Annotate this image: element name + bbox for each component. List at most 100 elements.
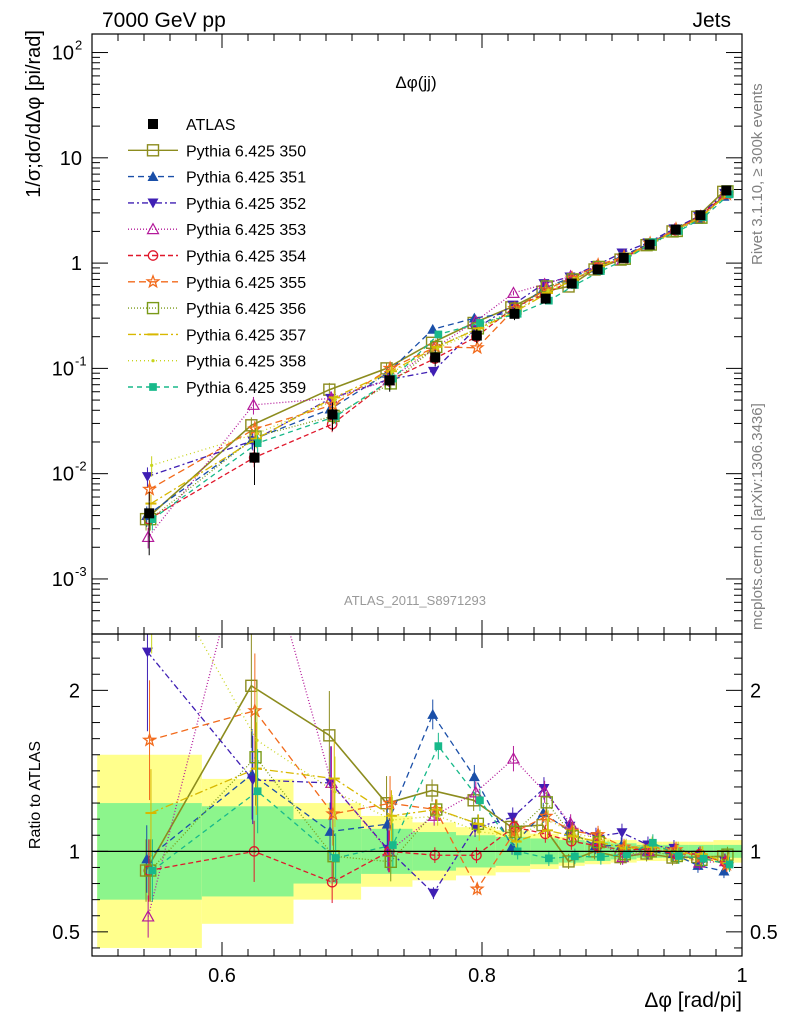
series-ratio-359 bbox=[148, 732, 734, 902]
data-marker bbox=[425, 336, 439, 349]
data-marker bbox=[146, 222, 160, 235]
data-marker bbox=[538, 808, 554, 823]
data-marker bbox=[725, 860, 734, 869]
data-marker bbox=[141, 909, 155, 922]
data-marker bbox=[562, 855, 575, 868]
ratio-tick-label-left: 1 bbox=[69, 841, 80, 863]
data-marker bbox=[546, 818, 550, 822]
legend-entry-358: Pythia 6.425 358 bbox=[128, 354, 306, 371]
atlas-point bbox=[540, 293, 551, 304]
legend-label: Pythia 6.425 350 bbox=[186, 143, 306, 160]
data-marker bbox=[384, 855, 397, 869]
legend-entry-355: Pythia 6.425 355 bbox=[128, 273, 306, 292]
data-marker bbox=[598, 836, 602, 840]
ratio-axis-label: Ratio to ATLAS bbox=[27, 741, 44, 849]
atlas-point bbox=[695, 210, 706, 221]
data-marker bbox=[471, 849, 482, 861]
ratio-tick-label-right: 1 bbox=[750, 841, 761, 863]
x-tick-label: 0.6 bbox=[208, 965, 236, 987]
data-marker bbox=[141, 472, 153, 482]
data-marker bbox=[390, 818, 394, 822]
series-line bbox=[152, 744, 730, 872]
atlas-data bbox=[144, 185, 732, 556]
ratio-panel-series bbox=[139, 497, 735, 938]
mcplots-label: mcplots.cern.ch [arXiv:1306.3436] bbox=[749, 403, 766, 630]
y-tick-label: 1 bbox=[71, 253, 82, 275]
data-marker bbox=[141, 530, 155, 543]
data-marker bbox=[469, 881, 485, 896]
data-marker bbox=[436, 814, 440, 818]
data-marker bbox=[145, 273, 161, 289]
series-line bbox=[151, 192, 730, 466]
data-marker bbox=[245, 679, 258, 693]
y-tick-label: 10 bbox=[52, 569, 74, 591]
data-marker bbox=[436, 346, 440, 350]
data-marker bbox=[718, 865, 730, 876]
data-marker bbox=[506, 751, 520, 764]
data-marker bbox=[571, 852, 579, 861]
legend-label: ATLAS bbox=[186, 117, 236, 134]
data-marker bbox=[150, 551, 153, 554]
y-tick-label: 10 bbox=[52, 43, 74, 65]
data-marker bbox=[141, 481, 158, 496]
y-tick-label: 10 bbox=[60, 148, 82, 170]
legend-entry-atlas: ATLAS bbox=[148, 117, 236, 134]
atlas-point bbox=[592, 264, 603, 275]
data-marker bbox=[506, 286, 520, 299]
legend-label: Pythia 6.425 358 bbox=[186, 354, 306, 371]
data-marker bbox=[249, 751, 262, 764]
data-marker bbox=[253, 787, 262, 796]
atlas-point bbox=[509, 308, 520, 319]
series-line bbox=[146, 713, 725, 872]
data-marker bbox=[572, 832, 576, 836]
data-marker bbox=[469, 339, 485, 355]
legend-label: Pythia 6.425 359 bbox=[186, 380, 306, 397]
data-marker bbox=[253, 439, 262, 447]
atlas-point bbox=[670, 224, 681, 235]
data-marker bbox=[476, 796, 484, 805]
data-marker bbox=[545, 854, 553, 863]
data-marker bbox=[427, 708, 439, 719]
legend-entry-350: Pythia 6.425 350 bbox=[128, 143, 306, 160]
legend-entry-356: Pythia 6.425 356 bbox=[128, 301, 306, 318]
data-marker bbox=[434, 742, 443, 750]
data-marker bbox=[323, 729, 336, 742]
data-marker bbox=[255, 738, 259, 742]
data-marker bbox=[147, 250, 159, 261]
atlas-point bbox=[566, 278, 577, 289]
data-marker bbox=[325, 805, 341, 821]
legend-label: Pythia 6.425 355 bbox=[186, 275, 306, 292]
data-marker bbox=[468, 771, 480, 782]
data-marker bbox=[675, 852, 683, 860]
data-marker bbox=[141, 732, 158, 747]
data-marker bbox=[597, 853, 605, 861]
x-axis-label: Δφ [rad/pi] bbox=[644, 989, 742, 1012]
legend-label: Pythia 6.425 351 bbox=[186, 170, 306, 187]
data-marker bbox=[429, 849, 441, 861]
data-marker bbox=[248, 497, 259, 507]
data-marker bbox=[427, 888, 439, 899]
data-marker bbox=[147, 198, 159, 209]
legend-entry-353: Pythia 6.425 353 bbox=[128, 222, 306, 239]
y-tick-label: 10 bbox=[52, 358, 74, 380]
atlas-point bbox=[384, 375, 395, 386]
analysis-label: ATLAS_2011_S8971293 bbox=[344, 593, 486, 608]
x-tick-label: 1 bbox=[736, 965, 747, 987]
data-marker bbox=[427, 366, 439, 377]
legend-entry-359: Pythia 6.425 359 bbox=[128, 380, 306, 397]
data-marker bbox=[141, 647, 153, 658]
data-marker bbox=[150, 463, 154, 467]
data-marker bbox=[148, 866, 157, 875]
y-tick-label-exponent: -2 bbox=[75, 459, 87, 474]
x-tick-label: 0.8 bbox=[468, 965, 496, 987]
atlas-point bbox=[249, 452, 260, 463]
data-marker bbox=[389, 841, 397, 849]
data-marker bbox=[434, 330, 443, 339]
legend-marker bbox=[148, 119, 158, 129]
series-line bbox=[148, 826, 727, 883]
rivet-label: Rivet 3.1.10, ≥ 300k events bbox=[749, 83, 766, 265]
data-marker bbox=[721, 848, 734, 861]
ratio-tick-label-right: 0.5 bbox=[750, 922, 778, 944]
data-marker bbox=[477, 830, 481, 834]
